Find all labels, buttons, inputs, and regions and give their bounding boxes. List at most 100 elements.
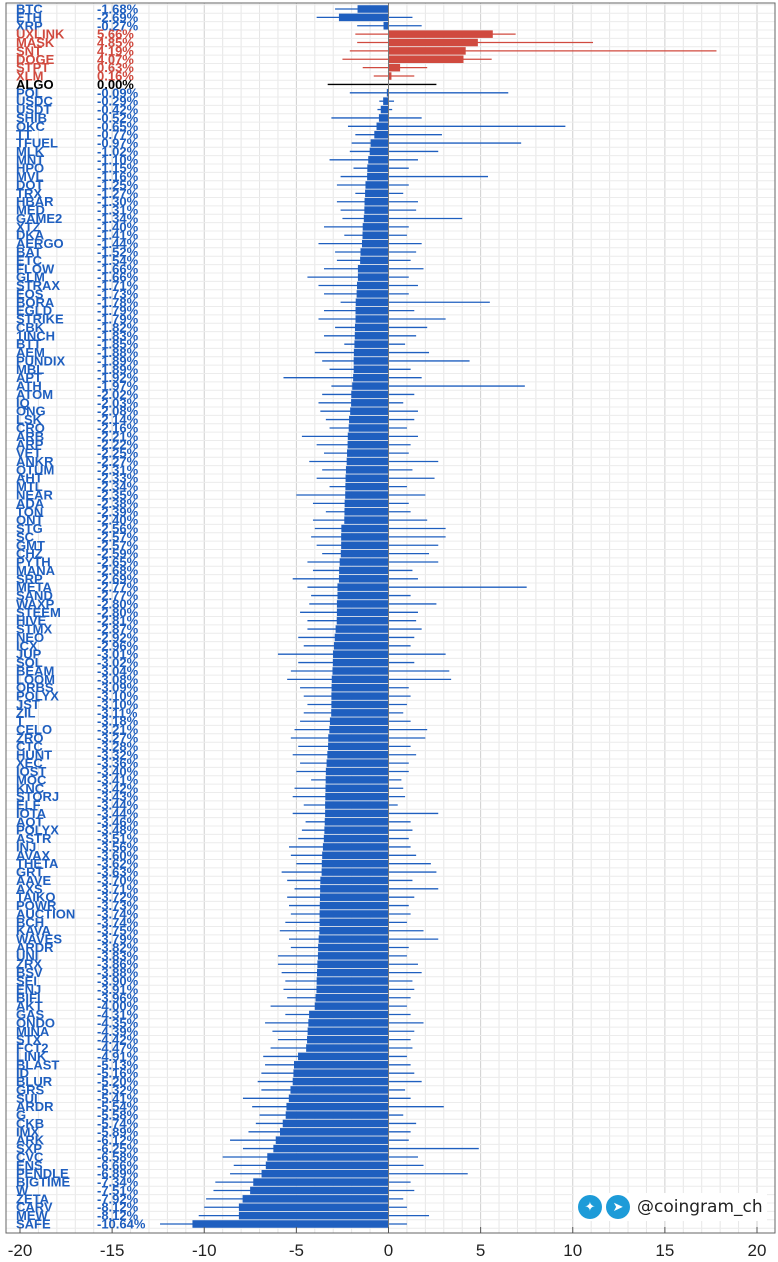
row-name: XEC — [16, 756, 43, 771]
row-value-label: -3.46% — [97, 814, 139, 829]
row-value-label: -2.40% — [97, 513, 139, 528]
bar — [192, 1220, 389, 1228]
row-value-label: -4.35% — [97, 1015, 139, 1030]
row-name: CARV — [16, 1200, 53, 1215]
bar — [319, 918, 389, 927]
row-name: EOS — [16, 286, 44, 301]
row-name: STRIKE — [16, 312, 64, 327]
row-value-label: -2.34% — [97, 479, 139, 494]
row-value-label: -1.02% — [97, 144, 139, 159]
bar — [388, 63, 401, 72]
row-name: POL — [16, 85, 43, 100]
row-value-label: -5.54% — [97, 1099, 139, 1114]
row-value-label: -3.60% — [97, 848, 139, 863]
bar — [316, 977, 389, 985]
row-name: DOGE — [16, 52, 55, 67]
row-name: SXP — [16, 1141, 42, 1156]
bar — [328, 734, 389, 742]
row-name: HIVE — [16, 613, 47, 628]
row-name: MINA — [16, 1024, 50, 1039]
row-value-label: -2.39% — [97, 504, 139, 519]
bar — [346, 457, 389, 466]
bar — [338, 575, 389, 583]
bar — [321, 859, 389, 868]
row-value-label: -2.65% — [97, 555, 139, 570]
row-name: STG — [16, 521, 43, 536]
bar — [238, 1211, 389, 1220]
bar — [253, 1178, 389, 1186]
row-value-label: -3.70% — [97, 873, 139, 888]
bar — [386, 89, 389, 97]
bar — [324, 826, 389, 834]
row-value-label: -8.12% — [97, 1200, 139, 1215]
x-tick-label: 20 — [748, 1241, 767, 1260]
row-name: W — [16, 1183, 29, 1198]
row-name: PYTH — [16, 555, 51, 570]
row-value-label: -3.44% — [97, 806, 139, 821]
row-name: MOC — [16, 772, 47, 787]
bar — [345, 482, 389, 491]
bar — [275, 1136, 389, 1144]
bar — [341, 533, 389, 541]
row-value-label: -2.08% — [97, 404, 139, 419]
bar — [323, 834, 389, 843]
bar — [333, 642, 389, 650]
row-name: JUP — [16, 647, 42, 662]
row-name: NEO — [16, 630, 44, 645]
bar — [362, 223, 389, 231]
row-value-label: -3.82% — [97, 940, 139, 955]
row-value-label: -3.88% — [97, 965, 139, 980]
row-name: MBL — [16, 362, 44, 377]
row-value-label: -7.51% — [97, 1183, 139, 1198]
row-value-label: -3.21% — [97, 722, 139, 737]
bar — [306, 1044, 389, 1052]
bar — [273, 1144, 389, 1153]
row-name: BTC — [16, 2, 43, 17]
bar — [322, 851, 389, 860]
row-name: BEAM — [16, 663, 54, 678]
twitter-icon: ✦ — [578, 1195, 602, 1219]
bar — [388, 55, 464, 64]
bar — [348, 424, 389, 432]
bar — [329, 717, 389, 726]
bar — [317, 968, 389, 977]
bar — [360, 248, 389, 256]
row-name: ID — [16, 1066, 29, 1081]
row-name: POWR — [16, 898, 57, 913]
row-name: ARB — [16, 429, 44, 444]
row-name: NEAR — [16, 488, 53, 503]
row-value-label: -2.96% — [97, 638, 139, 653]
row-value-label: -1.27% — [97, 186, 139, 201]
row-name: UXLINK — [16, 27, 65, 42]
row-name: STMX — [16, 622, 52, 637]
bar — [319, 926, 389, 935]
bar — [307, 1027, 389, 1036]
row-value-label: -1.82% — [97, 320, 139, 335]
row-value-label: -3.51% — [97, 831, 139, 846]
row-value-label: -1.44% — [97, 236, 139, 251]
bar — [332, 667, 389, 675]
bar — [364, 206, 389, 214]
bar — [352, 382, 389, 390]
row-value-label: -2.92% — [97, 630, 139, 645]
bar — [279, 1128, 389, 1136]
row-name: CVC — [16, 1149, 44, 1164]
row-name: SAND — [16, 588, 53, 603]
row-value-label: -1.71% — [97, 278, 139, 293]
bar — [345, 466, 389, 474]
row-name: XRP — [16, 18, 43, 33]
bar — [325, 792, 389, 801]
row-name: AHT — [16, 471, 43, 486]
row-name: XTZ — [16, 219, 41, 234]
bar — [354, 323, 389, 332]
row-value-label: -6.89% — [97, 1166, 139, 1181]
watermark-handle: @coingram_ch — [637, 1197, 763, 1217]
row-name: HUNT — [16, 747, 52, 762]
row-value-label: -4.47% — [97, 1041, 139, 1056]
bar — [355, 315, 389, 323]
row-value-label: -6.12% — [97, 1133, 139, 1148]
bar — [378, 114, 389, 122]
row-value-label: -3.10% — [97, 697, 139, 712]
bar — [353, 357, 389, 365]
